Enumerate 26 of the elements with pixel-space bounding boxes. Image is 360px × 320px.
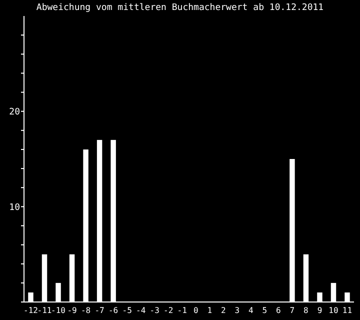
x-tick-label: -10 — [51, 306, 66, 315]
x-tick-label: 11 — [342, 306, 352, 315]
x-tick-label: 2 — [220, 306, 226, 315]
x-tick-label: 3 — [234, 306, 240, 315]
x-tick-label: 10 — [328, 306, 338, 315]
x-tick-label: -1 — [177, 306, 188, 315]
x-tick-label: 6 — [276, 306, 282, 315]
x-tick-label: -7 — [94, 306, 105, 315]
x-tick-label: 7 — [290, 306, 295, 315]
x-tick-label: 0 — [193, 306, 198, 315]
x-tick-label: -3 — [150, 306, 160, 315]
x-tick-label: -12 — [24, 306, 38, 315]
x-tick-label: 5 — [262, 306, 268, 315]
x-tick-label: -4 — [136, 306, 146, 315]
x-tick-label: 9 — [317, 306, 322, 315]
x-tick-label: 4 — [248, 306, 254, 315]
x-tick-label: 8 — [304, 306, 309, 315]
x-tick-label: -11 — [37, 306, 52, 315]
y-tick-label: 20 — [9, 107, 20, 118]
x-tick-label: -2 — [164, 306, 174, 315]
x-tick-label: -5 — [122, 306, 132, 315]
x-tick-label: -8 — [80, 306, 91, 315]
chart-title: Abweichung vom mittleren Buchmacherwert ab 10.12.2011 — [36, 3, 324, 13]
x-tick-label: 1 — [207, 306, 212, 315]
x-tick-label: -9 — [67, 306, 78, 315]
x-tick-label: -6 — [108, 306, 118, 315]
